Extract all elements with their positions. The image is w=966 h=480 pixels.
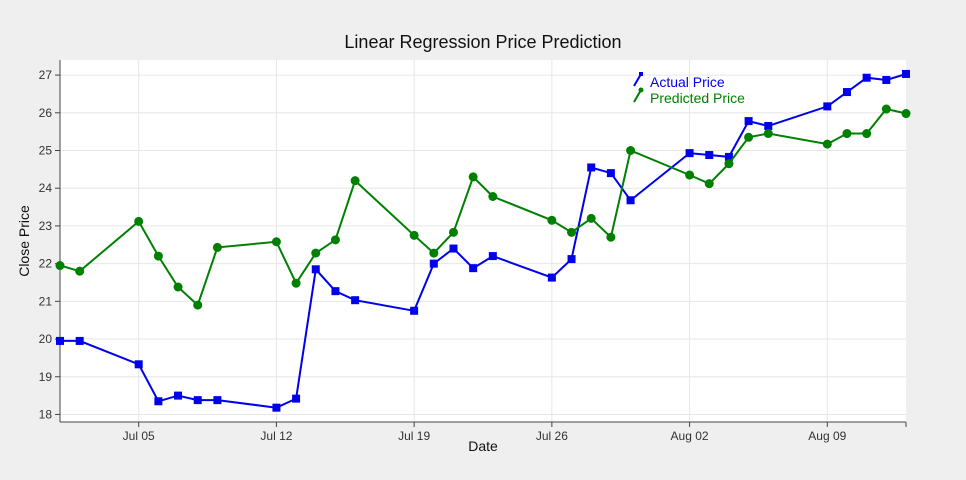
data-point[interactable] <box>272 403 281 412</box>
data-point[interactable] <box>704 179 714 189</box>
data-point[interactable] <box>213 396 222 405</box>
chart-title: Linear Regression Price Prediction <box>344 32 621 52</box>
y-tick-label: 18 <box>39 407 53 421</box>
data-point[interactable] <box>173 282 183 292</box>
data-point[interactable] <box>331 287 340 296</box>
data-point[interactable] <box>193 300 203 310</box>
data-point[interactable] <box>488 192 498 202</box>
data-point[interactable] <box>587 163 596 172</box>
data-point[interactable] <box>291 278 301 288</box>
y-axis-label: Close Price <box>16 205 32 277</box>
y-tick-label: 19 <box>39 370 53 384</box>
data-point[interactable] <box>705 151 714 160</box>
y-tick-label: 27 <box>39 68 53 82</box>
data-point[interactable] <box>724 159 734 169</box>
x-tick-label: Jul 05 <box>123 429 155 443</box>
axes: 18 19 20 21 22 23 24 25 26 27 Jul 05 Jul 12 Jul 19 Ju… <box>39 60 907 443</box>
data-point[interactable] <box>626 196 635 205</box>
y-tick-label: 26 <box>39 106 53 120</box>
data-point[interactable] <box>154 397 163 406</box>
data-point[interactable] <box>350 176 360 186</box>
data-point[interactable] <box>429 259 438 268</box>
data-point[interactable] <box>174 391 183 400</box>
data-point[interactable] <box>410 306 419 315</box>
data-point[interactable] <box>468 172 478 182</box>
y-tick-label: 24 <box>39 181 53 195</box>
y-tick-label: 25 <box>39 144 53 158</box>
y-tick-label: 22 <box>39 257 53 271</box>
x-axis-label: Date <box>468 438 498 454</box>
series-predicted <box>55 104 911 310</box>
data-point[interactable] <box>606 169 615 178</box>
data-point[interactable] <box>842 88 851 97</box>
data-point[interactable] <box>134 360 143 369</box>
y-tick-label: 21 <box>39 294 53 308</box>
legend-label: Predicted Price <box>650 90 745 106</box>
data-point[interactable] <box>193 396 202 405</box>
data-point[interactable] <box>902 69 910 78</box>
data-point[interactable] <box>153 251 163 261</box>
data-point[interactable] <box>271 237 281 247</box>
data-point[interactable] <box>862 73 871 82</box>
data-point[interactable] <box>429 248 439 258</box>
y-tick-label: 23 <box>39 219 53 233</box>
data-point[interactable] <box>55 261 65 271</box>
data-point[interactable] <box>56 336 64 345</box>
legend-label: Actual Price <box>650 74 725 90</box>
data-point[interactable] <box>823 102 832 111</box>
data-point[interactable] <box>547 273 556 282</box>
data-point[interactable] <box>744 117 753 126</box>
data-point[interactable] <box>586 213 596 223</box>
data-point[interactable] <box>292 394 301 403</box>
x-tick-label: Jul 19 <box>398 429 430 443</box>
x-tick-label: Jul 26 <box>536 429 568 443</box>
data-point[interactable] <box>330 235 340 245</box>
data-point[interactable] <box>311 265 320 274</box>
data-point[interactable] <box>764 121 773 130</box>
data-point[interactable] <box>763 129 773 139</box>
legend-item[interactable]: Actual Price <box>633 72 725 90</box>
data-point[interactable] <box>409 230 419 240</box>
data-point[interactable] <box>901 109 911 119</box>
data-point[interactable] <box>488 252 497 261</box>
data-point[interactable] <box>351 296 360 305</box>
legend-swatch-marker <box>639 72 643 76</box>
data-point[interactable] <box>685 149 694 158</box>
data-point[interactable] <box>842 129 852 139</box>
legend-item[interactable]: Predicted Price <box>633 87 745 107</box>
data-point[interactable] <box>311 248 321 258</box>
data-point[interactable] <box>75 336 84 345</box>
data-point[interactable] <box>567 227 577 237</box>
series-actual <box>56 69 910 412</box>
x-tick-label: Aug 02 <box>671 429 709 443</box>
data-point[interactable] <box>862 129 872 139</box>
data-point[interactable] <box>882 75 891 84</box>
data-point[interactable] <box>567 255 576 264</box>
plot-area <box>60 60 906 422</box>
data-point[interactable] <box>881 104 891 114</box>
data-point[interactable] <box>75 266 85 276</box>
data-point[interactable] <box>822 139 832 149</box>
series-layer <box>55 69 911 412</box>
data-point[interactable] <box>134 216 144 226</box>
data-point[interactable] <box>449 244 458 253</box>
data-point[interactable] <box>547 215 557 225</box>
data-point[interactable] <box>469 264 478 273</box>
y-tick-label: 20 <box>39 332 53 346</box>
legend-swatch-marker <box>638 87 644 93</box>
data-point[interactable] <box>212 242 222 252</box>
x-tick-label: Jul 12 <box>260 429 292 443</box>
data-point[interactable] <box>744 132 754 142</box>
x-tick-label: Aug 09 <box>808 429 846 443</box>
data-point[interactable] <box>448 227 458 237</box>
data-point[interactable] <box>606 232 616 242</box>
data-point[interactable] <box>724 152 733 161</box>
data-point[interactable] <box>685 170 695 180</box>
data-point[interactable] <box>626 146 636 155</box>
